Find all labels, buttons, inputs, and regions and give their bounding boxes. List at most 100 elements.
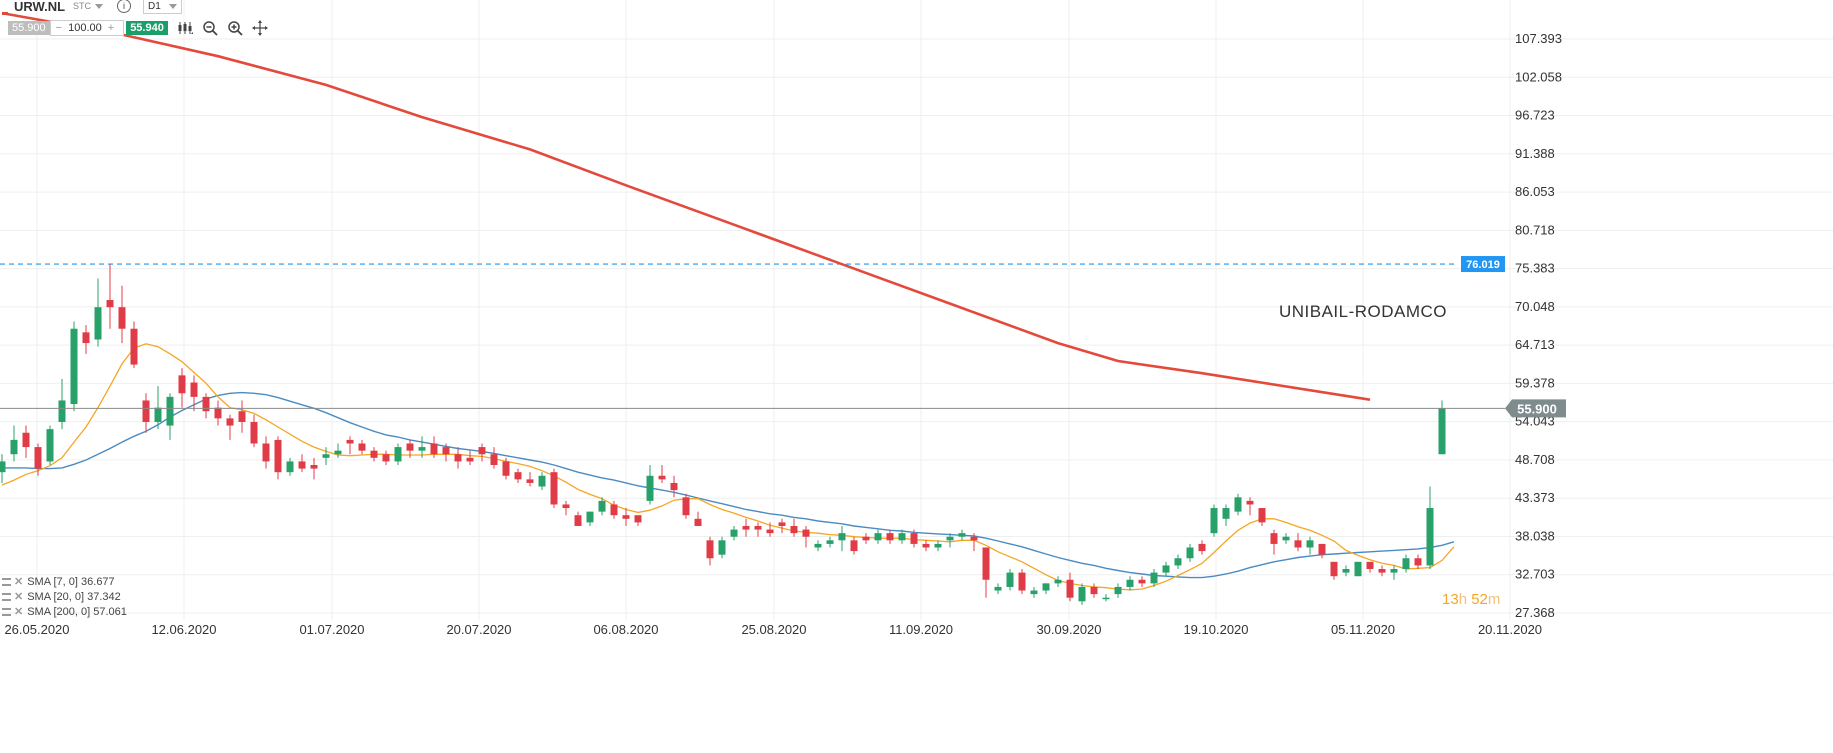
candle-body: [1030, 590, 1038, 595]
quantity-value[interactable]: 100.00: [68, 22, 102, 34]
price-direction-indicator: [2, 11, 8, 15]
candle: [0, 454, 6, 483]
zoom-out-icon[interactable]: [202, 20, 218, 36]
candle: [430, 436, 438, 458]
sma200-legend[interactable]: ✕ SMA [200, 0] 57.061: [2, 605, 127, 618]
candle-body: [262, 443, 270, 462]
candle-body: [634, 515, 642, 523]
close-icon[interactable]: ✕: [14, 591, 24, 603]
candle-body: [778, 522, 786, 526]
y-tick-label: 27.368: [1515, 605, 1555, 620]
candle: [850, 536, 858, 555]
candle: [1174, 554, 1182, 570]
candle-body: [130, 328, 138, 365]
close-icon[interactable]: ✕: [14, 606, 24, 618]
drag-handle-icon[interactable]: [2, 592, 11, 601]
candle-body: [1090, 586, 1098, 595]
candle: [694, 511, 702, 526]
candle-body: [1222, 508, 1230, 519]
candle-body: [826, 540, 834, 544]
candle: [538, 472, 546, 491]
chart-grid: [0, 0, 1833, 620]
candle: [946, 533, 954, 548]
drag-handle-icon[interactable]: [2, 577, 11, 586]
x-tick-label: 20.07.2020: [446, 622, 511, 637]
candle-body: [1282, 536, 1290, 541]
candle-body: [1042, 583, 1050, 591]
candle: [370, 447, 378, 462]
candle-body: [526, 479, 534, 483]
candle: [226, 414, 234, 440]
candle-body: [46, 429, 54, 462]
candle: [718, 536, 726, 559]
sma7-legend[interactable]: ✕ SMA [7, 0] 36.677: [2, 575, 115, 588]
close-icon[interactable]: ✕: [14, 576, 24, 588]
candle-body: [910, 533, 918, 544]
candle-body: [682, 497, 690, 516]
candle-body: [10, 439, 18, 455]
candle: [682, 493, 690, 519]
sell-price-button[interactable]: 55.900: [8, 21, 50, 35]
candle-body: [0, 461, 6, 473]
candle-body: [190, 382, 198, 397]
candle: [94, 278, 102, 347]
candle: [922, 540, 930, 552]
candle-body: [502, 461, 510, 476]
candle-body: [1210, 508, 1218, 534]
level-badge: [1461, 256, 1505, 273]
drag-handle-icon[interactable]: [2, 607, 11, 616]
candle: [766, 522, 774, 537]
candle-body: [1354, 561, 1362, 577]
candle-body: [790, 525, 798, 534]
timeframe-select[interactable]: D1: [143, 0, 182, 14]
instrument-type[interactable]: STC: [73, 1, 92, 11]
candle-body: [274, 439, 282, 473]
candle-body: [970, 536, 978, 541]
sma20-legend[interactable]: ✕ SMA [20, 0] 37.342: [2, 590, 121, 603]
candle: [130, 321, 138, 369]
candle: [1354, 561, 1362, 577]
candle-body: [106, 300, 114, 308]
y-tick-label: 75.383: [1515, 261, 1555, 276]
instrument-dropdown-icon[interactable]: [95, 3, 104, 9]
candle-body: [706, 540, 714, 559]
candle: [838, 525, 846, 552]
decrement-button[interactable]: −: [55, 22, 63, 34]
buy-price-button[interactable]: 55.940: [126, 21, 168, 35]
candle: [514, 468, 522, 483]
candle: [646, 465, 654, 505]
candle: [154, 386, 162, 430]
candle-body: [1186, 547, 1194, 559]
info-icon[interactable]: i: [117, 0, 132, 13]
candlestick-icon[interactable]: [177, 20, 193, 36]
candle: [790, 518, 798, 537]
y-tick-label: 48.708: [1515, 452, 1555, 467]
candle-body: [166, 396, 174, 426]
candle-body: [202, 396, 210, 412]
candle: [1150, 569, 1158, 587]
candle: [58, 378, 66, 430]
quantity-stepper[interactable]: − 100.00 +: [49, 20, 125, 36]
sma-lines: [1, 11, 1455, 591]
candle: [1066, 572, 1074, 602]
time-axis: 26.05.2020 12.06.2020 01.07.2020 20.07.2020…: [4, 622, 1542, 637]
candle-body: [1330, 561, 1338, 577]
candle-body: [958, 533, 966, 537]
symbol-label[interactable]: URW.NL: [14, 0, 66, 14]
candle: [742, 518, 750, 537]
candle-body: [22, 432, 30, 448]
crosshair-move-icon[interactable]: [251, 20, 268, 36]
candle-body: [898, 533, 906, 541]
candle: [1390, 565, 1398, 580]
candle: [1102, 594, 1110, 602]
candle-body: [430, 443, 438, 455]
candle-body: [598, 500, 606, 512]
y-tick-label: 96.723: [1515, 108, 1555, 123]
zoom-in-icon[interactable]: [227, 20, 243, 36]
candle: [1318, 543, 1326, 559]
candle: [1282, 533, 1290, 544]
candle-body: [322, 454, 330, 458]
candle-body: [754, 525, 762, 530]
increment-button[interactable]: +: [107, 22, 115, 34]
